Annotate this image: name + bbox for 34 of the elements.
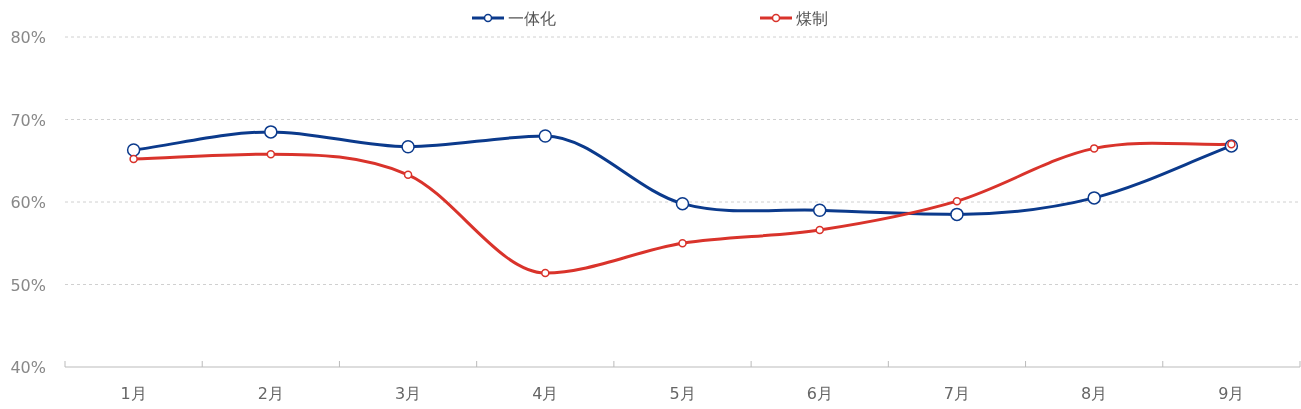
point: [952, 196, 962, 206]
legend-label: 煤制: [796, 9, 828, 28]
legend-item: 一体化: [472, 9, 556, 28]
point: [266, 149, 276, 159]
x-tick-label: 4月: [532, 384, 559, 403]
legend-item: 煤制: [760, 9, 828, 28]
legend-label: 一体化: [508, 9, 556, 28]
point: [541, 268, 550, 278]
x-tick-label: 1月: [120, 384, 147, 403]
point: [403, 170, 413, 180]
point: [675, 196, 690, 211]
point: [264, 125, 278, 139]
y-tick-label: 40%: [10, 358, 46, 377]
x-tick-label: 7月: [943, 384, 971, 403]
x-tick-label: 9月: [1218, 384, 1245, 403]
x-tick-label: 3月: [394, 384, 422, 403]
x-tick-label: 5月: [669, 384, 696, 403]
x-tick-label: 6月: [806, 384, 833, 403]
point: [401, 139, 415, 154]
y-tick-label: 60%: [10, 193, 46, 212]
point: [1089, 144, 1099, 153]
point: [815, 225, 824, 235]
point: [950, 207, 964, 222]
point: [129, 154, 138, 164]
x-tick-label: 2月: [257, 384, 284, 403]
y-tick-label: 50%: [10, 275, 46, 295]
y-tick-label: 80%: [10, 28, 46, 47]
point: [538, 129, 553, 143]
point: [678, 239, 687, 248]
x-tick-label: 8月: [1081, 384, 1108, 403]
point: [1087, 191, 1101, 205]
y-tick-label: 70%: [10, 110, 46, 130]
point: [812, 203, 827, 217]
point: [126, 143, 141, 157]
